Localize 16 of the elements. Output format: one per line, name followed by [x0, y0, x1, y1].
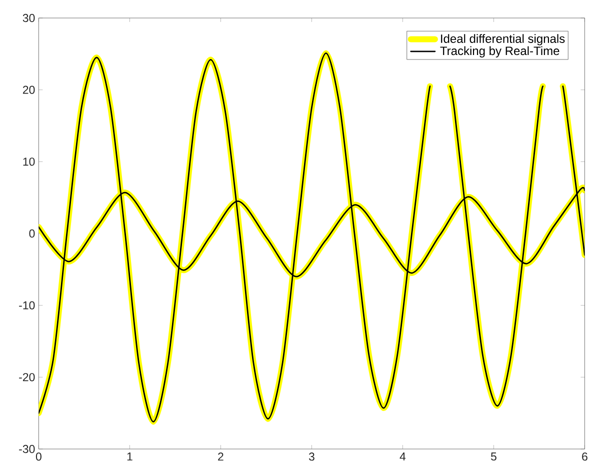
x-tick-label: 2 [218, 452, 224, 461]
y-tick-label: 20 [22, 86, 35, 94]
legend-label: Tracking by Real-Time [440, 46, 560, 58]
y-tick-label: -10 [19, 301, 35, 310]
x-tick-label: 3 [308, 452, 314, 461]
y-tick-label: 10 [23, 158, 35, 166]
x-tick-label: 4 [400, 452, 406, 460]
legend-label: Ideal differential signals [441, 34, 565, 46]
y-tick-label: 0 [29, 229, 35, 238]
x-tick-label: 5 [490, 452, 496, 461]
y-tick-label: 30 [22, 14, 35, 22]
x-tick-label: 0 [36, 452, 42, 461]
y-tick-label: -20 [19, 373, 35, 382]
x-tick-label: 1 [127, 452, 132, 460]
x-tick-label: 6 [582, 452, 588, 461]
y-tick-label: -30 [19, 444, 35, 454]
